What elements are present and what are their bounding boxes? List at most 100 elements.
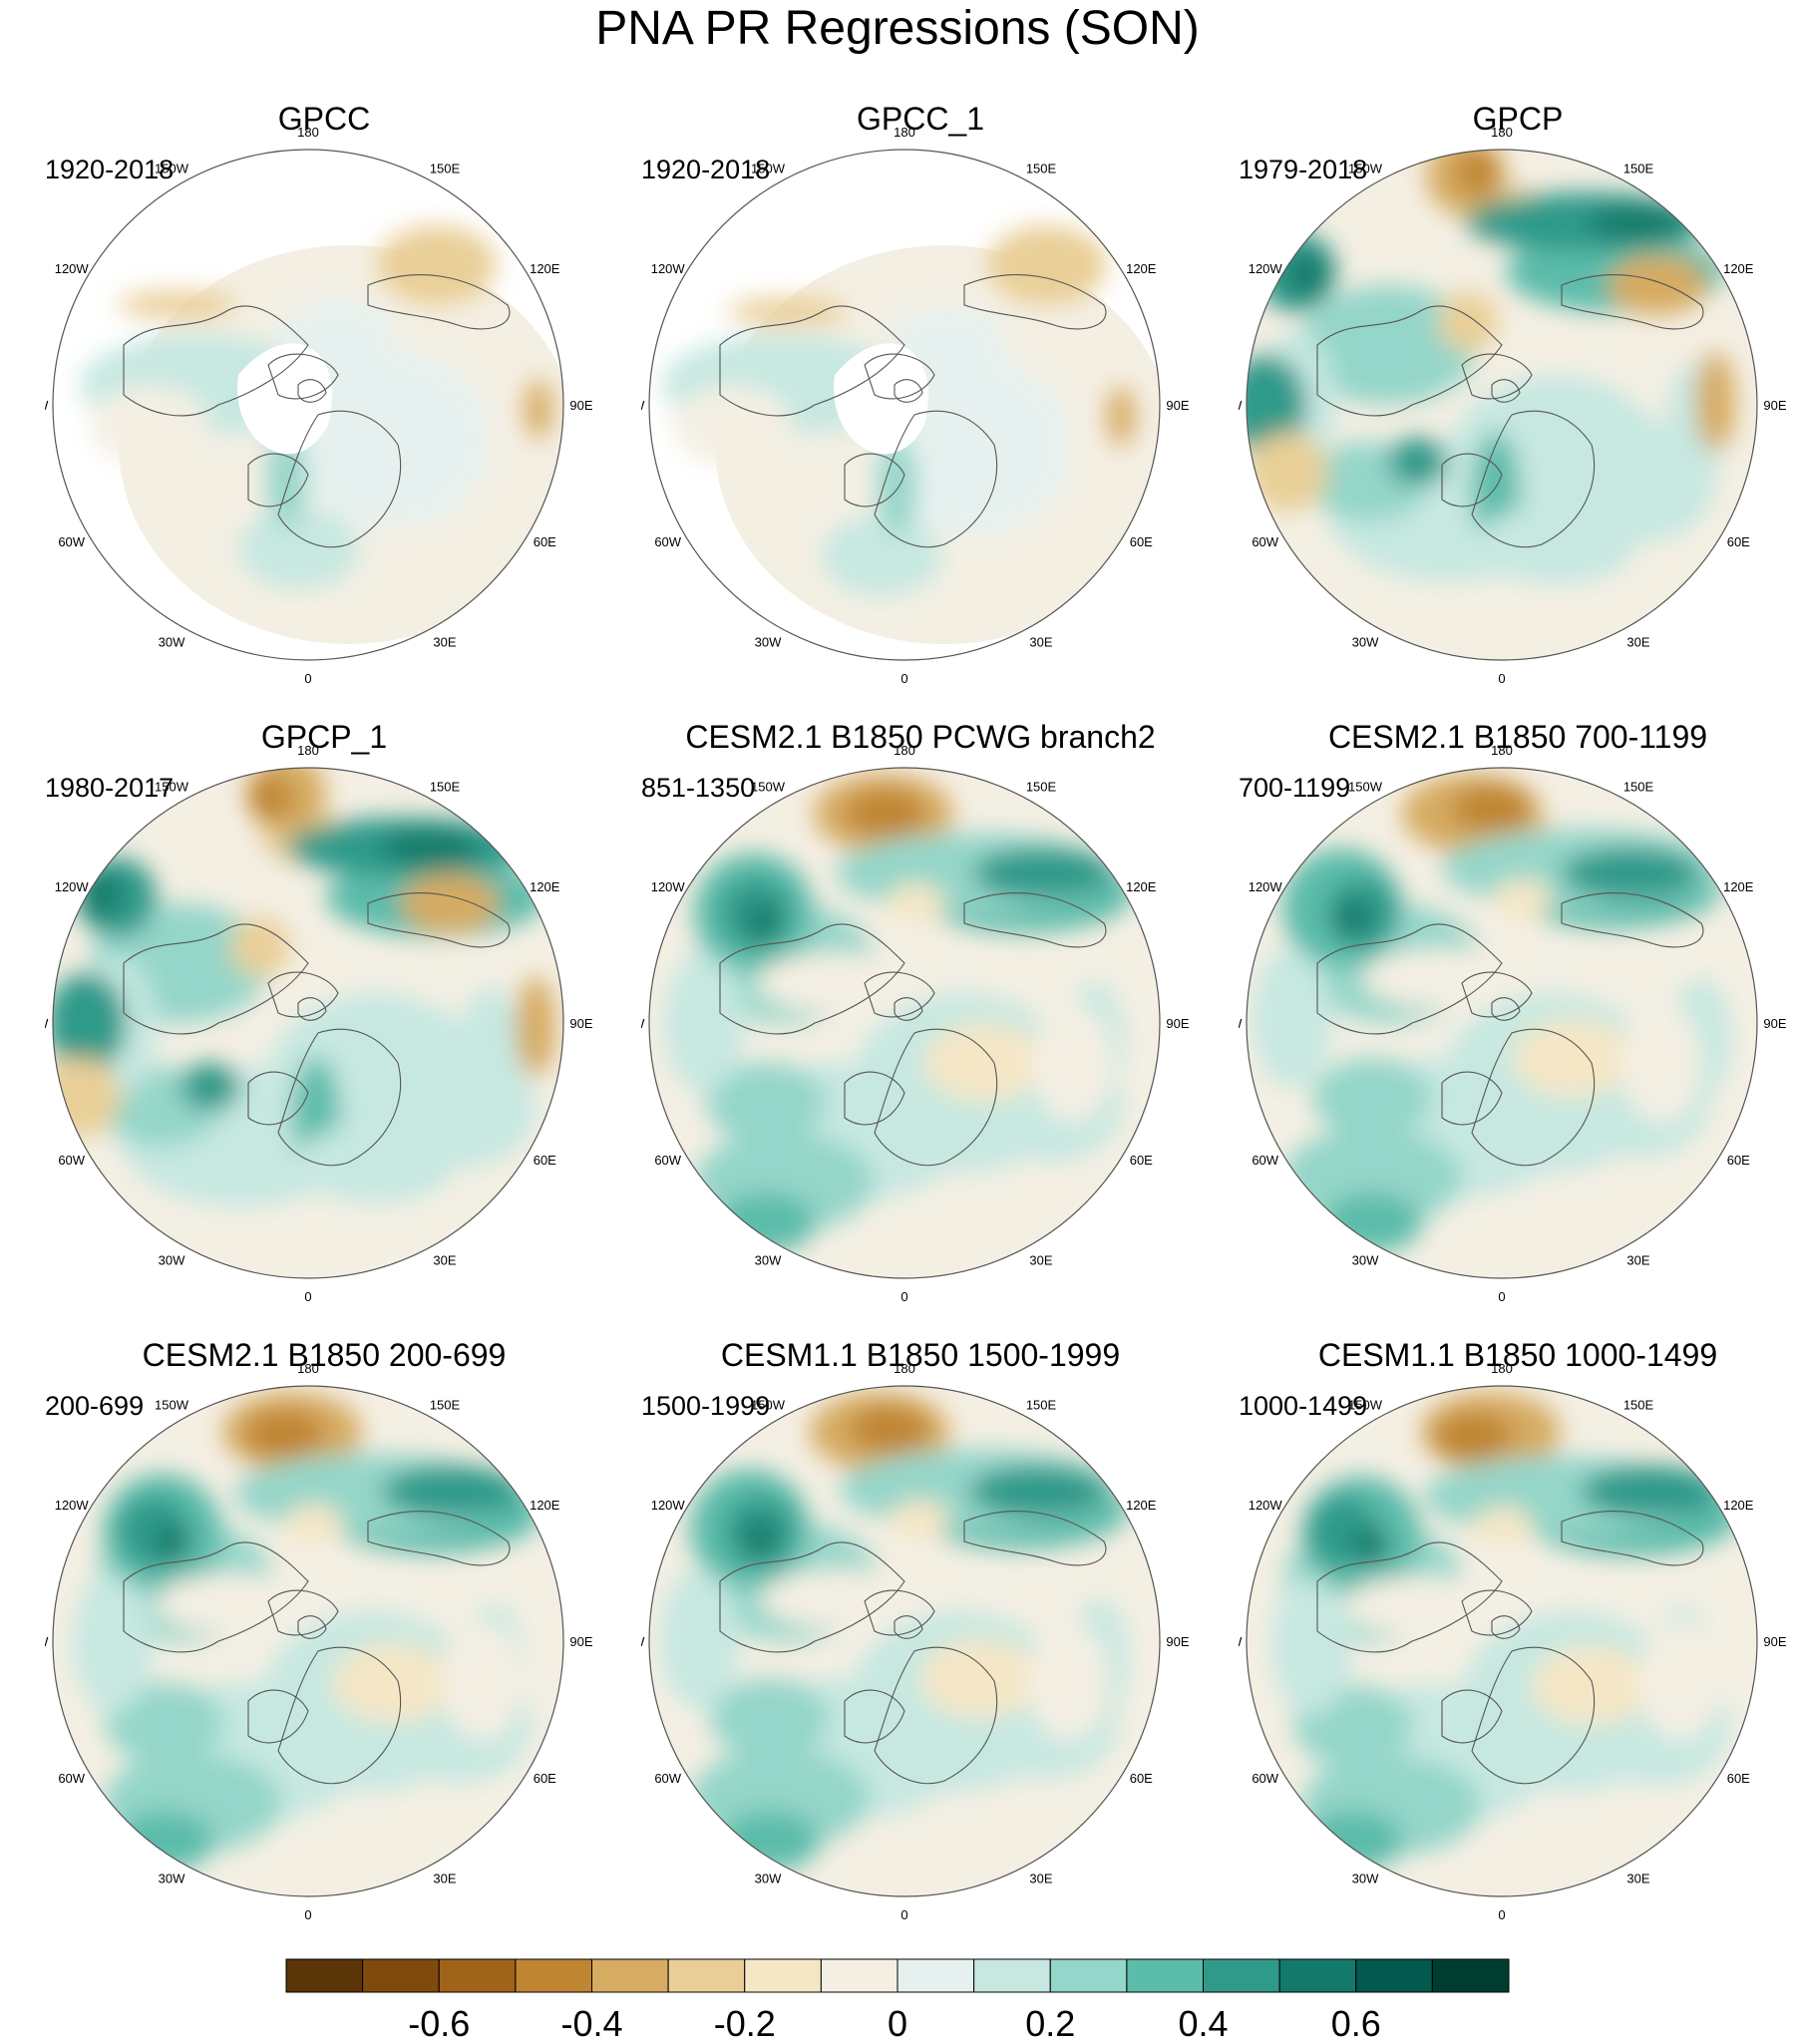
longitude-label: 60E bbox=[1727, 1771, 1750, 1786]
longitude-label: 180 bbox=[894, 1361, 915, 1376]
longitude-label: 60W bbox=[654, 534, 681, 549]
precip-anomaly-region bbox=[1512, 1018, 1631, 1098]
precip-anomaly-region bbox=[1438, 292, 1498, 352]
map-boundary bbox=[1246, 767, 1758, 1279]
longitude-label: 30W bbox=[755, 1871, 782, 1885]
longitude-label: 180 bbox=[297, 125, 319, 140]
longitude-label: 0 bbox=[1498, 1289, 1505, 1304]
map-panel: CESM2.1 B1850 700-1199 180 150E 120E 90E 60E 3… bbox=[1239, 718, 1795, 1304]
precip-anomaly-region bbox=[720, 1811, 820, 1871]
precip-anomaly-region bbox=[442, 1621, 522, 1741]
map-boundary bbox=[52, 149, 564, 661]
polar-map: 180 150E 120E 90E 60E 30E 0 30W 60W 90W 120W 150W bbox=[45, 743, 593, 1304]
panel-period: 851-1350 bbox=[641, 773, 756, 803]
precip-anomaly-region bbox=[1476, 505, 1635, 584]
longitude-label: 30W bbox=[159, 634, 185, 649]
precip-anomaly-region bbox=[1253, 948, 1332, 1088]
precip-anomaly-region bbox=[923, 1022, 1043, 1103]
polar-map: 180 150E 120E 90E 60E 30E 0 30W 60W 90W 120W 150W bbox=[1239, 1361, 1787, 1922]
precip-anomaly-region bbox=[1531, 1645, 1650, 1726]
precip-anomaly-region bbox=[1492, 878, 1552, 918]
map-boundary bbox=[648, 149, 1161, 661]
precip-anomaly-region bbox=[710, 1678, 830, 1759]
longitude-label: 0 bbox=[900, 1289, 907, 1304]
precip-anomaly-region bbox=[1033, 1003, 1113, 1123]
precip-anomaly-region bbox=[1271, 1575, 1351, 1716]
precip-anomaly-region bbox=[1303, 1811, 1403, 1871]
longitude-label: 150E bbox=[1026, 780, 1057, 795]
precip-anomaly-region bbox=[377, 225, 497, 305]
map-panel: CESM2.1 B1850 200-699 180 150E 120E 90E 60E 30… bbox=[45, 1336, 603, 1922]
longitude-label: 180 bbox=[1491, 1361, 1513, 1376]
precip-anomaly-region bbox=[1588, 204, 1687, 240]
precip-anomaly-region bbox=[73, 1573, 153, 1713]
longitude-label: 60W bbox=[58, 534, 85, 549]
longitude-label: 90W bbox=[641, 398, 645, 413]
longitude-label: 90E bbox=[569, 1634, 592, 1649]
precip-anomaly-region bbox=[1298, 285, 1478, 405]
precip-anomaly-region bbox=[239, 509, 359, 589]
colorbar-tick: -0.6 bbox=[408, 2003, 471, 2044]
longitude-label: 90E bbox=[569, 398, 592, 413]
precip-anomaly-region bbox=[1107, 386, 1135, 447]
longitude-label: 30W bbox=[755, 1252, 782, 1267]
panel-period: 1980-2017 bbox=[45, 773, 175, 803]
longitude-label: 90E bbox=[1166, 1016, 1189, 1031]
longitude-label: 120W bbox=[1249, 1498, 1283, 1513]
precip-anomaly-region bbox=[155, 1526, 190, 1561]
precip-anomaly-region bbox=[332, 1643, 452, 1723]
colorbar-swatch bbox=[897, 1958, 975, 1993]
longitude-label: 30E bbox=[433, 1871, 456, 1885]
colorbar-swatch bbox=[438, 1958, 517, 1993]
colorbar-tick: 0.4 bbox=[1178, 2003, 1229, 2044]
longitude-label: 60W bbox=[654, 1153, 681, 1168]
longitude-label: 60E bbox=[1727, 1153, 1750, 1168]
longitude-label: 90W bbox=[1239, 398, 1243, 413]
precip-anomaly-region bbox=[284, 1504, 344, 1543]
longitude-label: 120E bbox=[1723, 879, 1754, 894]
longitude-label: 30W bbox=[755, 634, 782, 649]
longitude-label: 30W bbox=[159, 1871, 185, 1885]
longitude-label: 0 bbox=[1498, 671, 1505, 686]
map-boundary bbox=[1246, 149, 1758, 661]
precip-anomaly-region bbox=[248, 776, 292, 820]
precip-anomaly-region bbox=[516, 977, 555, 1077]
colorbar-swatch bbox=[1049, 1958, 1128, 1993]
precip-anomaly-region bbox=[846, 789, 925, 838]
longitude-label: 60E bbox=[1130, 534, 1153, 549]
longitude-label: 0 bbox=[1498, 1907, 1505, 1922]
colorbar-swatch bbox=[744, 1958, 822, 1993]
panel-period: 200-699 bbox=[45, 1391, 145, 1421]
polar-map: 180 150E 120E 90E 60E 30E 0 30W 60W 90W 120W 150W bbox=[45, 125, 593, 686]
map-boundary bbox=[1246, 1385, 1758, 1897]
longitude-label: 60E bbox=[1130, 1153, 1153, 1168]
longitude-label: 90W bbox=[45, 1016, 49, 1031]
longitude-label: 30W bbox=[1352, 1252, 1379, 1267]
colorbar-swatch bbox=[1126, 1958, 1204, 1993]
panel-title: GPCP bbox=[1472, 101, 1564, 137]
precip-anomaly-region bbox=[760, 1568, 919, 1629]
polar-map: 180 150E 120E 90E 60E 30E 0 30W 60W 90W 120W 150W bbox=[45, 1361, 593, 1922]
longitude-label: 150W bbox=[1348, 780, 1383, 795]
map-panel: CESM1.1 B1850 1500-1999 180 150E 120E 90E 60E… bbox=[641, 1336, 1200, 1922]
longitude-label: 90E bbox=[1166, 1634, 1189, 1649]
longitude-label: 0 bbox=[900, 1907, 907, 1922]
panel-title: GPCC_1 bbox=[856, 101, 985, 137]
precip-anomaly-region bbox=[850, 1405, 929, 1454]
precip-anomaly-region bbox=[296, 1123, 456, 1202]
longitude-label: 150W bbox=[751, 1398, 786, 1413]
longitude-label: 120W bbox=[55, 879, 90, 894]
colorbar-swatch bbox=[1355, 1958, 1433, 1993]
longitude-label: 120W bbox=[651, 879, 686, 894]
precip-anomaly-region bbox=[525, 379, 552, 440]
colorbar-tick: 0.2 bbox=[1025, 2003, 1076, 2044]
precip-anomaly-region bbox=[382, 1466, 522, 1518]
longitude-label: 90W bbox=[641, 1634, 645, 1649]
colorbar-tick: -0.2 bbox=[713, 2003, 776, 2044]
precip-anomaly-region bbox=[822, 515, 941, 596]
panel-title: CESM2.1 B1850 PCWG branch2 bbox=[685, 719, 1156, 755]
longitude-label: 0 bbox=[304, 671, 311, 686]
precip-anomaly-region bbox=[1640, 1621, 1720, 1741]
longitude-label: 90E bbox=[569, 1016, 592, 1031]
